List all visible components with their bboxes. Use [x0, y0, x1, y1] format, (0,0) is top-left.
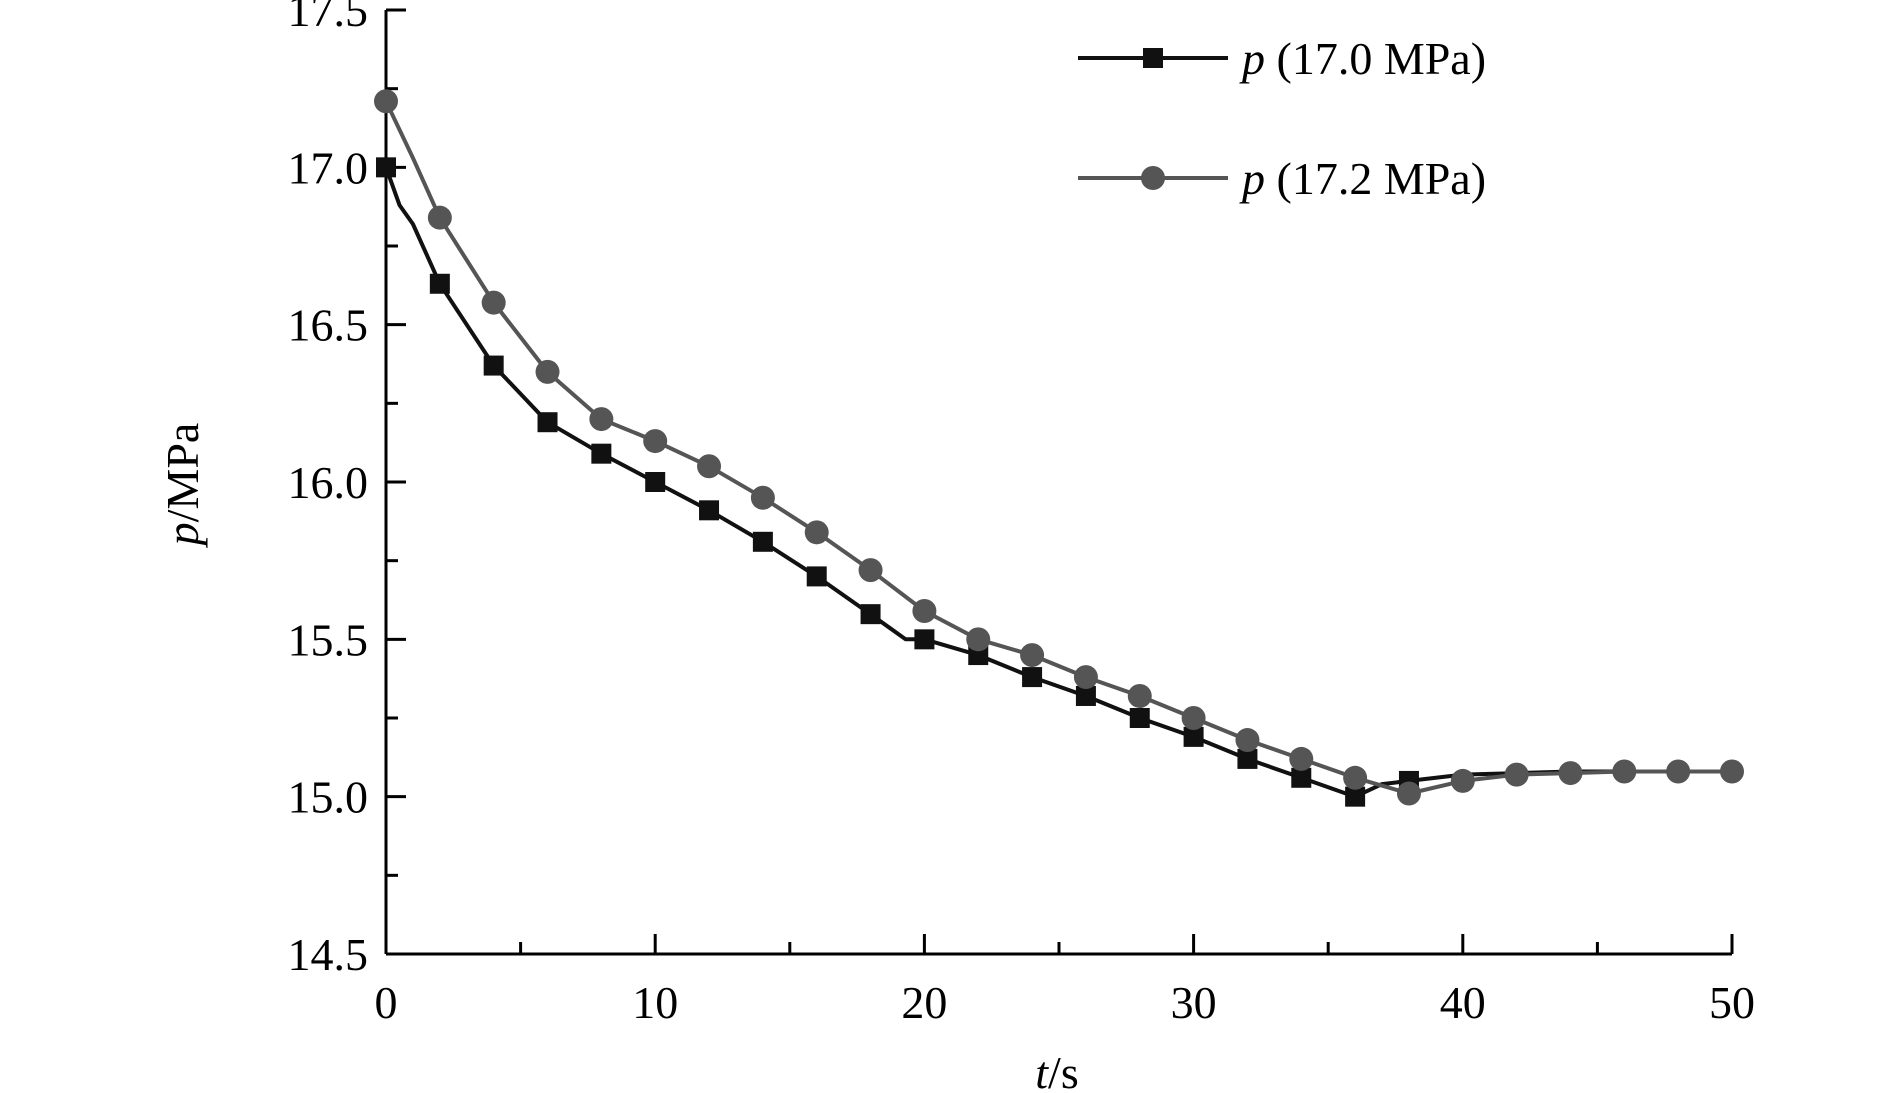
data-point: [481, 290, 506, 315]
data-point: [1289, 746, 1314, 771]
data-point: [376, 157, 396, 178]
data-point: [752, 531, 773, 552]
data-point: [1450, 768, 1475, 793]
y-tick-label: 15.0: [288, 772, 369, 823]
data-point: [1558, 761, 1583, 786]
data-point: [966, 627, 991, 652]
y-tick-label: 16.5: [288, 300, 369, 351]
legend-swatch-marker-series-1: [1143, 48, 1163, 68]
data-point: [858, 558, 883, 583]
data-point: [1720, 759, 1744, 784]
y-tick-label: 17.5: [288, 0, 369, 36]
y-tick-label: 14.5: [288, 929, 369, 980]
data-point: [427, 205, 452, 230]
data-point: [643, 429, 668, 454]
legend-entry-series-2: p (17.2 MPa): [1078, 153, 1486, 204]
data-point: [645, 472, 666, 492]
data-point: [1291, 767, 1312, 788]
series-2: [374, 89, 1744, 806]
y-tick-label: 17.0: [288, 142, 369, 193]
data-point: [697, 454, 722, 479]
data-point: [1666, 759, 1691, 784]
data-point: [589, 407, 614, 432]
y-tick-label: 15.5: [288, 614, 369, 665]
data-point: [806, 566, 827, 587]
data-point: [483, 355, 504, 376]
data-point: [1020, 643, 1045, 668]
data-point: [1183, 726, 1204, 747]
x-tick-label: 30: [1171, 977, 1217, 1028]
data-point: [1073, 665, 1098, 690]
data-point: [1127, 683, 1152, 708]
data-point: [1396, 781, 1421, 806]
data-point: [1129, 708, 1150, 728]
legend-label-series-1: p (17.0 MPa): [1239, 33, 1486, 84]
x-axis-title: t/s: [1035, 1047, 1078, 1093]
data-point: [750, 485, 775, 510]
x-tick-label: 50: [1709, 977, 1755, 1028]
axes: [384, 10, 1732, 956]
x-axis-ticks: 0 10 20 30 40 50: [375, 934, 1755, 1028]
data-point: [914, 629, 935, 650]
data-point: [1075, 685, 1096, 706]
legend-label-series-2: p (17.2 MPa): [1239, 153, 1486, 204]
data-point: [804, 520, 829, 545]
data-point: [535, 359, 560, 384]
legend-swatch-marker-series-2: [1141, 166, 1165, 190]
data-point: [591, 443, 612, 464]
series-line-1: [384, 166, 1732, 799]
legend: p (17.0 MPa) p (17.2 MPa): [1078, 33, 1486, 204]
data-point: [1237, 748, 1258, 769]
data-point: [1022, 667, 1043, 688]
data-point: [1235, 728, 1260, 753]
data-point: [537, 412, 558, 433]
x-tick-label: 40: [1440, 977, 1486, 1028]
x-tick-label: 10: [632, 977, 678, 1028]
data-point: [1343, 765, 1368, 790]
y-axis-ticks: 14.5 15.0 15.5 16.0 16.5 17.0 17.5: [288, 0, 406, 980]
series-1: [376, 157, 1732, 807]
y-tick-label: 16.0: [288, 457, 369, 508]
data-point: [1181, 706, 1206, 730]
y-axis-title: p/MPa: [157, 423, 208, 549]
legend-entry-series-1: p (17.0 MPa): [1078, 33, 1486, 84]
data-point: [699, 500, 720, 521]
x-tick-label: 0: [375, 977, 398, 1028]
data-point: [429, 273, 450, 294]
data-point: [1345, 786, 1366, 807]
data-point: [1612, 759, 1637, 784]
series-layer: [374, 89, 1744, 807]
data-point: [912, 599, 937, 624]
data-point: [1504, 762, 1529, 787]
data-point: [860, 604, 881, 625]
x-tick-label: 20: [901, 977, 947, 1028]
data-point: [374, 89, 398, 114]
